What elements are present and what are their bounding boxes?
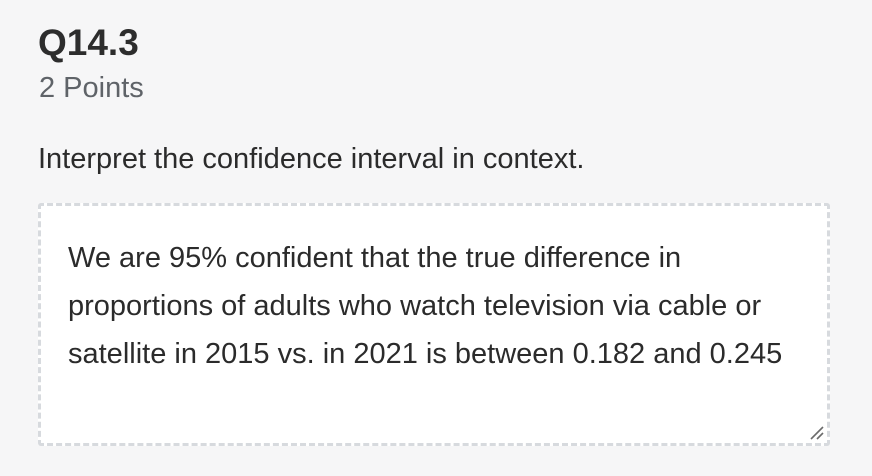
question-points: 2 Points bbox=[39, 72, 144, 104]
resize-handle-icon[interactable] bbox=[809, 425, 825, 441]
question-number: Q14.3 bbox=[38, 22, 139, 63]
answer-text[interactable]: We are 95% confident that the true diffe… bbox=[68, 242, 783, 370]
answer-textarea[interactable]: We are 95% confident that the true diffe… bbox=[38, 203, 830, 446]
question-prompt: Interpret the confidence interval in con… bbox=[38, 143, 585, 175]
